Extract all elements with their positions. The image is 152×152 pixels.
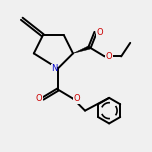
- Text: O: O: [106, 52, 112, 61]
- Polygon shape: [73, 46, 90, 53]
- Text: O: O: [35, 94, 42, 103]
- Text: N: N: [51, 64, 57, 73]
- Text: O: O: [96, 28, 103, 37]
- Text: O: O: [74, 94, 80, 103]
